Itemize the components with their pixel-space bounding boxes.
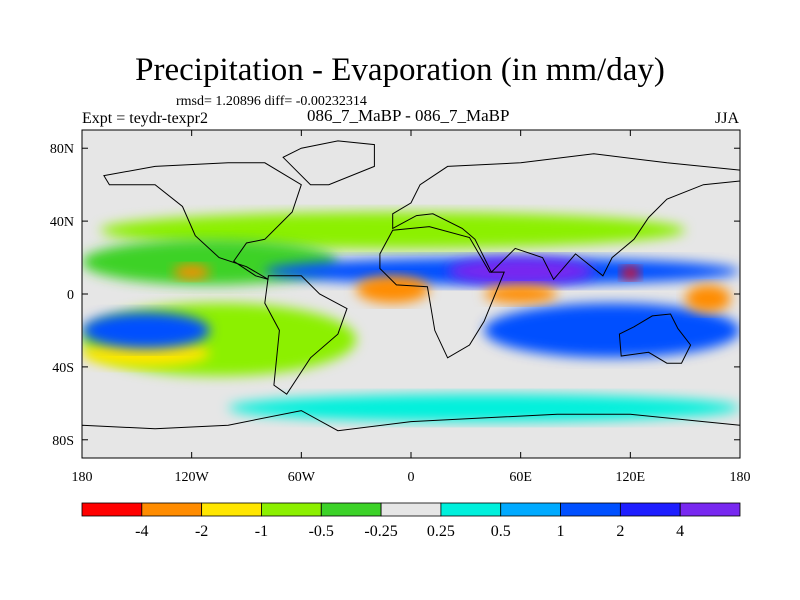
colorbar-swatch [560, 502, 621, 517]
colorbar-label: 0.5 [491, 523, 511, 540]
coastline-africa [379, 226, 505, 359]
colorbar-label: 0.25 [427, 523, 455, 540]
rmsd-stats: rmsd= 1.20896 diff= -0.00232314 [176, 94, 367, 109]
x-tick-label: 120W [175, 470, 210, 485]
coastline-layer [82, 140, 740, 458]
field-atlantic-dry-cell [356, 275, 430, 304]
coastline-south-america [264, 275, 348, 395]
colorbar-swatch [320, 502, 382, 517]
y-axis: 80N 40N 0 40S 80S [50, 142, 740, 449]
subtitle: 086_7_MaBP - 086_7_MaBP [307, 106, 510, 125]
coastline-eurasia [392, 153, 740, 281]
x-tick-label: 0 [408, 470, 415, 485]
field-south-indian-dry-cell [484, 284, 558, 304]
field-east-pacific-dry-cell-2 [685, 284, 731, 313]
experiment-label: Expt = teydr-texpr2 [82, 110, 208, 127]
x-tick-label: 60W [288, 470, 316, 485]
colorbar-swatch [81, 502, 143, 517]
chart-title: Precipitation - Evaporation (in mm/day) [135, 52, 665, 88]
coastline-greenland [282, 140, 375, 186]
coastline-north-america [103, 162, 302, 280]
map-fill-layer [82, 130, 740, 458]
colorbar-swatch [619, 502, 681, 517]
colorbar-swatch [500, 502, 561, 517]
field-west-pacific-dry-cell [621, 266, 640, 280]
colorbar-swatch [261, 502, 322, 517]
colorbar-label: 1 [557, 523, 565, 540]
coastline-antarctica [82, 410, 740, 458]
colorbar-label: -2 [195, 523, 208, 540]
colorbar: -4 -2 -1 -0.5 -0.25 0.25 0.5 1 2 4 [81, 502, 741, 540]
y-tick-label: 80N [50, 142, 74, 157]
x-axis: 180 120W 60W 0 60E 120E 180 [72, 130, 751, 485]
y-tick-label: 40S [52, 361, 74, 376]
y-tick-label: 0 [67, 288, 74, 303]
x-tick-label: 180 [72, 470, 93, 485]
y-tick-label: 40N [50, 215, 74, 230]
x-tick-label: 60E [509, 470, 532, 485]
field-east-pacific-dry-cell [173, 264, 210, 280]
field-indian-ocean-wet-core [447, 257, 594, 285]
field-indian-ocean-wet-band [484, 303, 740, 358]
colorbar-label: 4 [676, 523, 684, 540]
x-tick-label: 120E [616, 470, 646, 485]
colorbar-label: 2 [616, 523, 624, 540]
colorbar-swatch [380, 502, 442, 517]
field-south-pacific-yellow-core [82, 339, 210, 367]
field-southern-wet-tongue [82, 312, 210, 349]
season-label: JJA [715, 110, 740, 127]
colorbar-label: -1 [255, 523, 268, 540]
colorbar-label: -0.5 [309, 523, 334, 540]
colorbar-swatch [679, 502, 741, 517]
colorbar-label: -4 [135, 523, 148, 540]
colorbar-label: -0.25 [364, 523, 397, 540]
coastline-australia [618, 313, 692, 364]
colorbar-swatch [141, 502, 203, 517]
colorbar-swatch [440, 502, 502, 517]
y-tick-label: 80S [52, 434, 74, 449]
x-tick-label: 180 [730, 470, 751, 485]
colorbar-swatch [201, 502, 262, 517]
